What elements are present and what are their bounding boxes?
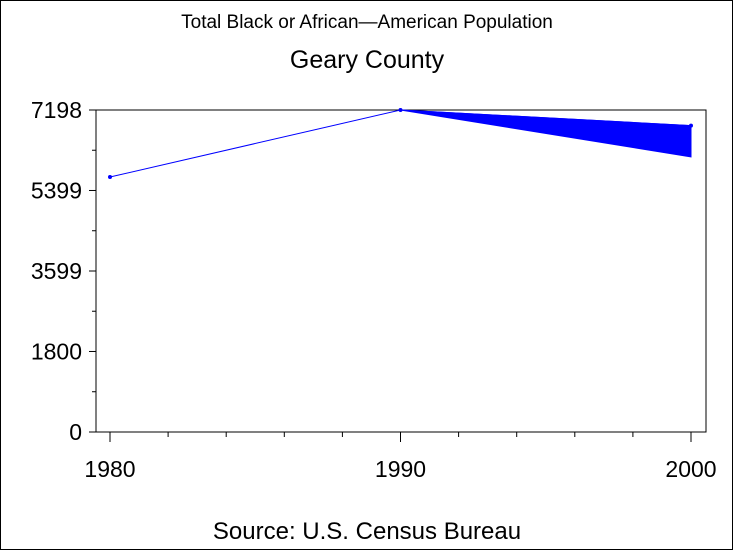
x-tick-label: 1980 [84, 456, 135, 482]
data-point [398, 108, 403, 112]
data-point [108, 175, 112, 180]
x-tick-label: 2000 [665, 456, 716, 482]
x-axis: 1980 1990 2000 [84, 432, 717, 482]
chart-title: Total Black or African—American Populati… [181, 12, 553, 33]
y-tick-label: 3599 [31, 258, 82, 284]
chart-subtitle: Geary County [290, 46, 445, 74]
y-tick-label: 5399 [31, 177, 82, 203]
plot-area [95, 109, 707, 433]
chart-marks [108, 108, 693, 180]
range-band [400, 109, 692, 158]
y-tick-label: 0 [69, 419, 82, 445]
series-line [109, 109, 692, 178]
y-tick-label: 1800 [31, 338, 82, 364]
y-tick-label: 7198 [31, 97, 82, 123]
x-tick-label: 1990 [375, 456, 426, 482]
data-point [689, 123, 693, 128]
chart-source: Source: U.S. Census Bureau [213, 518, 521, 545]
y-axis: 0 1800 3599 5399 7198 [31, 97, 96, 445]
